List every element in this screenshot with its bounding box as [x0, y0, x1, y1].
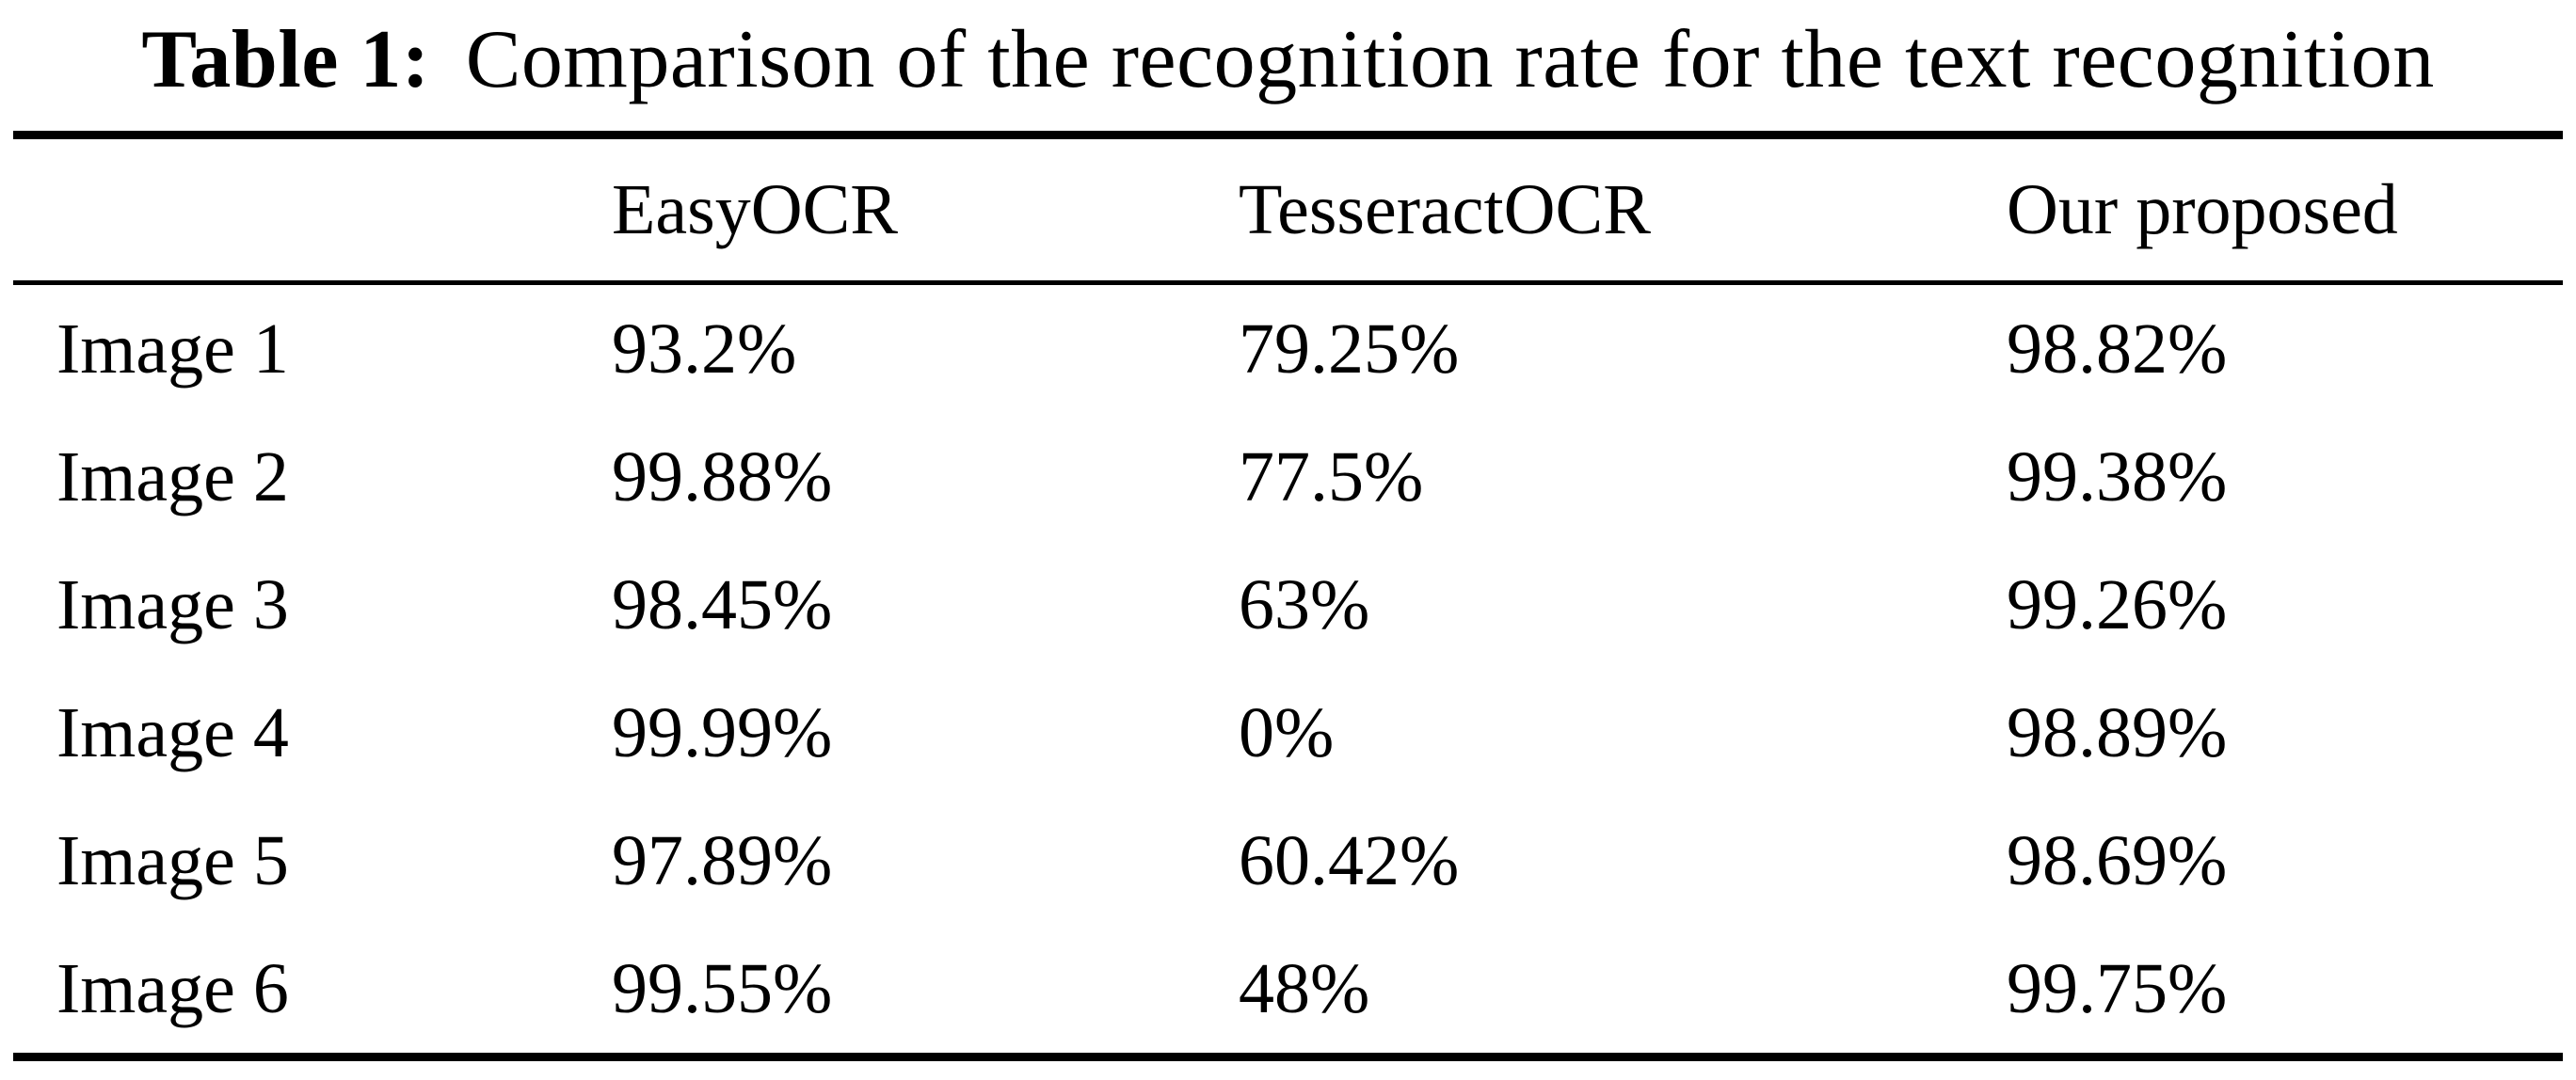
cell-our-proposed: 98.82% — [2007, 310, 2228, 389]
cell-easyocr: 99.99% — [612, 693, 833, 772]
row-label: Image 1 — [56, 310, 289, 389]
cell-easyocr: 97.89% — [612, 821, 833, 900]
row-label: Image 5 — [56, 821, 289, 900]
cell-easyocr: 99.88% — [612, 437, 833, 516]
table-row: Image 4 99.99% 0% 98.89% — [0, 669, 2576, 797]
top-rule — [13, 131, 2563, 139]
cell-tesseractocr: 60.42% — [1239, 821, 1460, 900]
header-cell-tesseractocr: TesseractOCR — [1239, 170, 1651, 249]
row-label: Image 4 — [56, 693, 289, 772]
table-caption: Table 1: Comparison of the recognition r… — [0, 0, 2576, 131]
table-row: Image 5 97.89% 60.42% 98.69% — [0, 797, 2576, 925]
cell-easyocr: 99.55% — [612, 949, 833, 1028]
cell-our-proposed: 99.75% — [2007, 949, 2228, 1028]
cell-our-proposed: 98.89% — [2007, 693, 2228, 772]
cell-tesseractocr: 48% — [1239, 949, 1370, 1028]
cell-easyocr: 98.45% — [612, 565, 833, 644]
cell-tesseractocr: 0% — [1239, 693, 1335, 772]
header-rule — [13, 280, 2563, 285]
table-header-row: EasyOCR TesseractOCR Our proposed — [0, 139, 2576, 280]
header-cell-easyocr: EasyOCR — [612, 170, 898, 249]
cell-our-proposed: 98.69% — [2007, 821, 2228, 900]
header-cell-our-proposed: Our proposed — [2007, 170, 2398, 249]
cell-our-proposed: 99.26% — [2007, 565, 2228, 644]
cell-our-proposed: 99.38% — [2007, 437, 2228, 516]
row-label: Image 6 — [56, 949, 289, 1028]
cell-tesseractocr: 77.5% — [1239, 437, 1424, 516]
table-body: Image 1 93.2% 79.25% 98.82% Image 2 99.8… — [0, 285, 2576, 1053]
bottom-rule — [13, 1053, 2563, 1061]
row-label: Image 3 — [56, 565, 289, 644]
cell-tesseractocr: 79.25% — [1239, 310, 1460, 389]
table-row: Image 2 99.88% 77.5% 99.38% — [0, 413, 2576, 541]
table-row: Image 1 93.2% 79.25% 98.82% — [0, 285, 2576, 413]
cell-tesseractocr: 63% — [1239, 565, 1370, 644]
table-caption-label: Table 1: — [141, 14, 430, 105]
row-label: Image 2 — [56, 437, 289, 516]
table-row: Image 3 98.45% 63% 99.26% — [0, 541, 2576, 669]
table-caption-text: Comparison of the recognition rate for t… — [465, 14, 2435, 105]
table-row: Image 6 99.55% 48% 99.75% — [0, 925, 2576, 1053]
cell-easyocr: 93.2% — [612, 310, 797, 389]
